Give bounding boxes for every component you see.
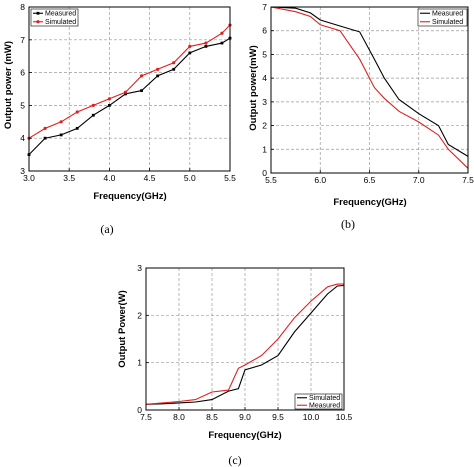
- x-tick-label: 5.5: [224, 173, 236, 183]
- series-line-simulated: [145, 284, 345, 405]
- y-tick-label: 2: [262, 121, 267, 131]
- x-tick-label: 5.5: [265, 175, 277, 185]
- y-tick-label: 3: [262, 97, 267, 107]
- y-tick-label: 8: [20, 2, 25, 12]
- x-tick-label: 9.0: [239, 412, 251, 422]
- series-line-measured: [28, 37, 231, 155]
- x-tick-label: 7.0: [413, 175, 425, 185]
- x-tick-label: 9.5: [272, 412, 284, 422]
- legend-label: Measured: [309, 403, 340, 410]
- x-tick-label: 6.5: [364, 175, 376, 185]
- x-tick-label: 7.5: [140, 412, 152, 422]
- x-axis-title: Frequency(GHz): [93, 191, 166, 202]
- y-tick-label: 6: [20, 68, 25, 78]
- x-tick-label: 8.5: [206, 412, 218, 422]
- legend-label: Simulated: [45, 19, 76, 26]
- x-axis-title: Frequency(GHz): [333, 197, 406, 208]
- data-point: [59, 120, 63, 124]
- legend-label: Measured: [45, 11, 76, 18]
- data-point: [139, 74, 144, 78]
- data-point: [107, 97, 111, 101]
- data-point: [156, 74, 160, 78]
- y-axis-title: Output power (mW): [3, 41, 14, 129]
- panel-label: (a): [100, 222, 113, 236]
- data-point: [172, 67, 176, 71]
- legend-marker: [36, 20, 40, 24]
- y-tick-label: 0: [137, 405, 142, 415]
- y-tick-label: 5: [262, 49, 267, 59]
- data-point: [43, 136, 47, 140]
- data-point: [108, 104, 111, 107]
- x-tick-label: 10.0: [303, 412, 320, 422]
- data-point: [75, 126, 79, 130]
- data-point: [124, 92, 127, 96]
- y-tick-label: 1: [137, 358, 142, 368]
- x-tick-label: 8.0: [173, 412, 185, 422]
- data-point: [204, 44, 208, 48]
- data-point: [123, 90, 128, 94]
- chart-panel-b: Output power(mW) Frequency(GHz) (b) 5.5 6…: [248, 2, 474, 231]
- legend-label: Simulated: [432, 19, 463, 26]
- legend-label: Simulated: [309, 395, 340, 402]
- x-tick-label: 6.0: [314, 175, 326, 185]
- legend-marker: [36, 11, 40, 15]
- y-tick-label: 2: [137, 310, 142, 320]
- data-point: [172, 61, 176, 65]
- data-point: [220, 41, 224, 45]
- legend-label: Measured: [432, 11, 463, 18]
- chart-panel-a: Output power (mW) Frequency(GHz) (a) 3.0…: [3, 2, 236, 236]
- series-line-simulated: [28, 24, 231, 139]
- y-tick-label: 3: [20, 166, 25, 176]
- y-tick-label: 5: [20, 100, 25, 110]
- y-tick-label: 7: [20, 35, 25, 45]
- x-tick-label: 3.5: [63, 173, 75, 183]
- y-tick-label: 3: [137, 263, 142, 273]
- series-line-measured: [145, 283, 344, 405]
- data-point: [220, 31, 224, 35]
- x-tick-label: 4.5: [144, 173, 156, 183]
- data-point: [188, 51, 192, 55]
- y-tick-label: 7: [262, 2, 267, 12]
- x-axis-title: Frequency(GHz): [208, 430, 281, 441]
- data-point: [59, 133, 63, 137]
- x-tick-label: 10.5: [336, 412, 353, 422]
- chart-panel-c: Output Power(W) Frequency(GHz) (c) 7.5 8.…: [117, 263, 353, 467]
- x-tick-label: 5.0: [184, 173, 196, 183]
- data-point: [204, 41, 208, 45]
- data-point: [43, 126, 47, 130]
- y-tick-label: 4: [262, 73, 267, 83]
- x-tick-label: 4.0: [103, 173, 115, 183]
- plot-frame: [28, 6, 231, 172]
- x-tick-label: 3.0: [23, 173, 35, 183]
- y-tick-label: 4: [20, 133, 25, 143]
- y-tick-label: 6: [262, 26, 267, 36]
- y-tick-label: 1: [262, 144, 267, 154]
- data-point: [75, 110, 79, 114]
- x-tick-label: 7.5: [462, 175, 474, 185]
- series-line-measured: [270, 6, 469, 157]
- panel-label: (c): [228, 453, 241, 467]
- data-point: [188, 44, 192, 48]
- data-point: [140, 89, 143, 93]
- series-line-simulated: [270, 6, 469, 169]
- panel-label: (b): [341, 217, 355, 231]
- data-point: [91, 103, 95, 107]
- data-point: [91, 113, 95, 117]
- y-axis-title: Output power(mW): [248, 45, 259, 130]
- legend-box: [417, 8, 468, 27]
- y-tick-label: 0: [262, 168, 267, 178]
- data-point: [156, 67, 160, 71]
- y-axis-title: Output Power(W): [117, 290, 128, 368]
